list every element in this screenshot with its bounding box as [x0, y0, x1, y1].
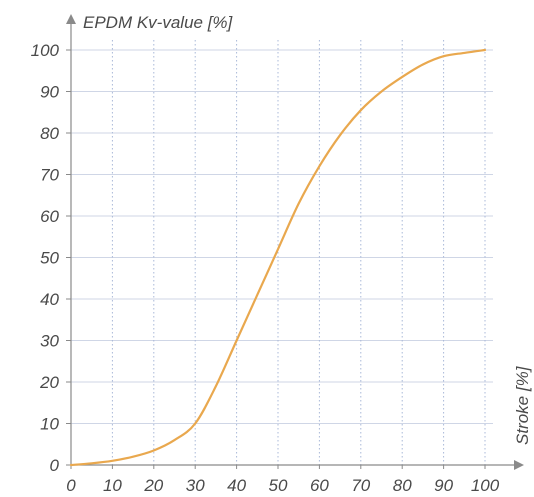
x-tick-label: 60 [310, 476, 329, 495]
y-tick-label: 70 [40, 166, 59, 185]
y-tick-label: 30 [40, 332, 59, 351]
y-tick-label: 40 [40, 290, 59, 309]
x-tick-label: 50 [269, 476, 288, 495]
y-tick-label: 60 [40, 207, 59, 226]
y-tick-label: 100 [31, 41, 60, 60]
y-axis-arrow [66, 14, 76, 24]
x-axis-title: Stroke [%] [513, 365, 532, 445]
y-axis-title: EPDM Kv-value [%] [83, 13, 234, 32]
y-tick-label: 50 [40, 249, 59, 268]
axes [66, 14, 524, 470]
tick-labels: 0 10 20 30 40 50 60 70 80 90 100 0 10 20 30 40 50 60 70 80 9… [31, 41, 500, 495]
series-line [69, 48, 487, 467]
y-tick-label: 20 [39, 373, 59, 392]
x-tick-label: 30 [186, 476, 205, 495]
x-tick-label: 70 [351, 476, 370, 495]
x-tick-label: 100 [471, 476, 500, 495]
y-tick-label: 90 [40, 83, 59, 102]
x-tick-label: 0 [66, 476, 76, 495]
x-tick-label: 20 [143, 476, 163, 495]
series-layer [69, 48, 487, 467]
y-tick-label: 0 [50, 456, 60, 475]
grid [71, 40, 493, 465]
x-tick-label: 80 [393, 476, 412, 495]
x-tick-label: 90 [434, 476, 453, 495]
y-tick-label: 80 [40, 124, 59, 143]
y-tick-label: 10 [40, 415, 59, 434]
x-tick-label: 40 [227, 476, 246, 495]
x-axis-arrow [514, 460, 524, 470]
x-tick-label: 10 [103, 476, 122, 495]
